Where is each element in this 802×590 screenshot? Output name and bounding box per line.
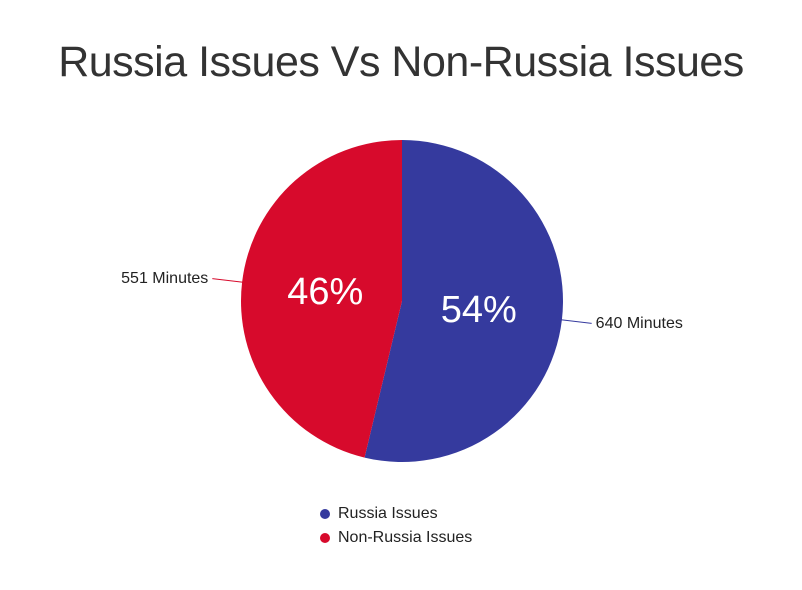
percent-label-0: 54% <box>441 289 517 331</box>
legend-swatch-russia-issues <box>320 509 330 519</box>
data-label-0: 640 Minutes <box>596 315 683 332</box>
legend-label-russia-issues: Russia Issues <box>338 505 438 522</box>
pie-slice-russia-issues[interactable] <box>364 140 563 462</box>
leader-line-1 <box>212 278 245 283</box>
legend-item-non-russia-issues[interactable]: Non-Russia Issues <box>320 526 472 550</box>
leader-line-0 <box>559 319 592 324</box>
pie-slice-non-russia-issues[interactable] <box>240 140 402 458</box>
data-label-1: 551 Minutes <box>121 270 208 287</box>
percent-label-1: 46% <box>287 271 363 313</box>
legend: Russia Issues Non-Russia Issues <box>320 502 472 550</box>
legend-swatch-non-russia-issues <box>320 533 330 543</box>
legend-label-non-russia-issues: Non-Russia Issues <box>338 529 473 546</box>
chart-title: Russia Issues Vs Non-Russia Issues <box>58 38 744 86</box>
legend-item-russia-issues[interactable]: Russia Issues <box>320 502 472 526</box>
